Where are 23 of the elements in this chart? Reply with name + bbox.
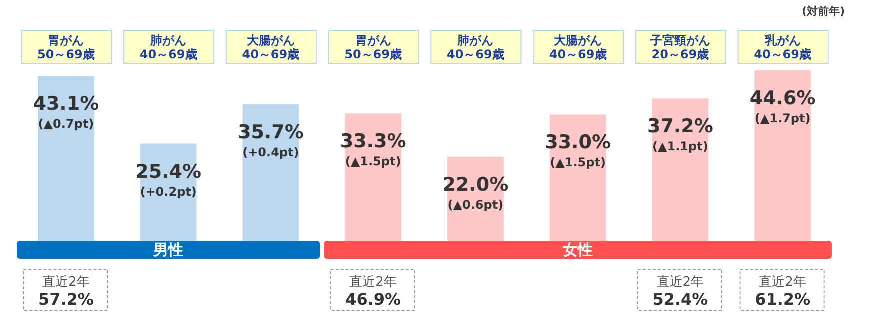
data-label: 44.6% (▲1.7pt): [750, 87, 816, 126]
data-label: 35.7% (+0.4pt): [238, 121, 304, 160]
x-tick-label: 胃がん 50～69歳: [344, 33, 402, 62]
x-tick-label: 肺がん 40～69歳: [140, 33, 198, 62]
x-tick-label: 大腸がん 40～69歳: [242, 33, 300, 62]
data-label: 33.3% (▲1.5pt): [340, 130, 406, 169]
data-label: 43.1% (▲0.7pt): [33, 93, 100, 132]
text: 直近2年 61.2%: [755, 275, 811, 309]
x-tick-label: 肺がん 40～69歳: [446, 33, 504, 62]
data-label: 33.0% (▲1.5pt): [545, 132, 612, 170]
x-tick-label: 大腸がん 40～69歳: [549, 33, 607, 62]
text: 直近2年 46.9%: [346, 275, 402, 309]
annotation: 女性: [562, 240, 594, 259]
annotation: 男性: [152, 240, 184, 259]
text: 直近2年 52.4%: [652, 275, 708, 309]
data-label: 37.2% (▲1.1pt): [647, 116, 714, 154]
data-label: 25.4% (+0.2pt): [136, 160, 202, 199]
data-label: 22.0% (▲0.6pt): [442, 174, 509, 212]
x-tick-label: 胃がん 50～69歳: [37, 33, 95, 62]
x-tick-label: 乳がん 40～69歳: [754, 33, 812, 62]
text: (対前年): [802, 5, 845, 18]
x-tick-label: 子宮頸がん 20～69歳: [649, 33, 710, 62]
text: 直近2年 57.2%: [38, 275, 94, 309]
